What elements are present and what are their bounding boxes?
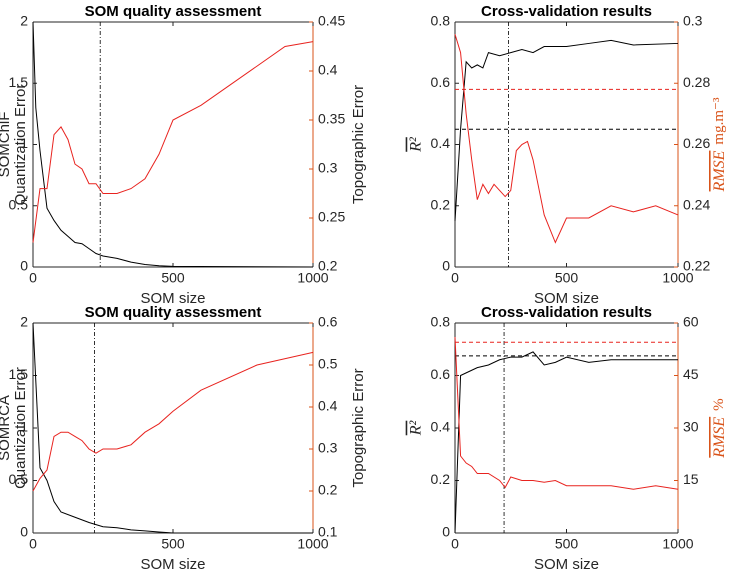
y2-tick-label: 45: [683, 366, 699, 382]
x-tick-label: 1000: [662, 536, 693, 552]
y-tick-label: 0.5: [9, 196, 29, 212]
y2-tick-label: 0.26: [683, 135, 710, 151]
y2-tick-label: 0.2: [318, 258, 338, 274]
y-tick-label: 0: [442, 258, 450, 274]
y2-axis-label: Topographic Error: [350, 85, 367, 204]
chart-title: Cross-validation results: [481, 3, 652, 20]
y-axis-label: R²: [408, 420, 425, 437]
y2-tick-label: 0.3: [318, 440, 338, 456]
y-tick-label: 0.6: [431, 74, 451, 90]
data-line: [454, 351, 678, 534]
y2-tick-label: 0.2: [318, 482, 338, 498]
y-tick-label: 0: [20, 524, 28, 540]
data-line: [32, 351, 314, 492]
y2-tick-label: 60: [683, 314, 699, 330]
y-tick-label: 0.4: [431, 419, 451, 435]
x-tick-label: 500: [555, 270, 579, 286]
y2-axis-label-unit: mg.m⁻³: [711, 97, 727, 145]
chart-title: SOM quality assessment: [85, 304, 262, 321]
x-tick-label: 1000: [297, 270, 328, 286]
y2-tick-label: 0.4: [318, 398, 338, 414]
x-axis-label: SOM size: [140, 556, 205, 573]
y2-axis-label-unit: %: [711, 398, 727, 411]
data-line: [32, 21, 314, 268]
y-tick-label: 1.5: [9, 74, 29, 90]
row-label: SOMRCA: [0, 395, 13, 461]
y-axis-label: Quantization Error: [12, 84, 29, 206]
x-tick-label: 0: [451, 536, 459, 552]
y2-tick-label: 0.3: [683, 13, 703, 29]
y2-axis-label: RMSE mg.m⁻³: [711, 97, 728, 192]
data-line: [454, 39, 679, 222]
y-tick-label: 1: [20, 419, 28, 435]
x-tick-label: 1000: [662, 270, 693, 286]
y2-tick-label: 0.35: [318, 111, 345, 127]
y2-tick-label: 15: [683, 471, 699, 487]
y2-axis-label: Topographic Error: [350, 368, 367, 487]
y-tick-label: 0.6: [431, 366, 451, 382]
y2-tick-label: 0.1: [318, 524, 338, 540]
x-axis-label: SOM size: [534, 290, 599, 307]
y-axis-label: R²: [408, 136, 425, 153]
y-tick-label: 0.8: [431, 314, 451, 330]
y2-tick-label: 0.45: [318, 13, 345, 29]
data-line: [454, 34, 679, 244]
y2-tick-label: 0.24: [683, 196, 710, 212]
x-axis-label: SOM size: [534, 556, 599, 573]
y2-tick-label: 0.22: [683, 258, 710, 274]
x-tick-label: 0: [29, 536, 37, 552]
y2-axis-label-name: RMSE: [711, 150, 728, 192]
data-line: [32, 41, 314, 243]
y-tick-label: 0.4: [431, 135, 451, 151]
y2-axis-label-name: RMSE: [711, 417, 728, 459]
data-line: [32, 322, 313, 534]
chart-title: SOM quality assessment: [85, 3, 262, 20]
row-label: SOMChlF: [0, 112, 13, 178]
y2-tick-label: 30: [683, 419, 699, 435]
y-tick-label: 1: [20, 135, 28, 151]
y-tick-label: 2: [20, 314, 28, 330]
y-tick-label: 0: [20, 258, 28, 274]
x-tick-label: 1000: [297, 536, 328, 552]
y2-tick-label: 0.4: [318, 62, 338, 78]
x-tick-label: 0: [29, 270, 37, 286]
y-tick-label: 0.2: [431, 471, 451, 487]
x-tick-label: 500: [555, 536, 579, 552]
y2-tick-label: 0.25: [318, 209, 345, 225]
y-tick-label: 0.5: [9, 471, 29, 487]
y-axis-label: Quantization Error: [12, 367, 29, 489]
chart-title: Cross-validation results: [481, 304, 652, 321]
x-tick-label: 0: [451, 270, 459, 286]
y2-tick-label: 0.3: [318, 160, 338, 176]
data-line: [454, 336, 679, 490]
y-tick-label: 2: [20, 13, 28, 29]
x-tick-label: 500: [161, 536, 185, 552]
y-tick-label: 0.2: [431, 196, 451, 212]
y2-tick-label: 0.6: [318, 314, 338, 330]
y-tick-label: 1.5: [9, 366, 29, 382]
y-tick-label: 0: [442, 524, 450, 540]
x-tick-label: 500: [161, 270, 185, 286]
y2-tick-label: 0.28: [683, 74, 710, 90]
y-tick-label: 0.8: [431, 13, 451, 29]
y2-tick-label: 0.5: [318, 356, 338, 372]
x-axis-label: SOM size: [140, 290, 205, 307]
y2-axis-label: RMSE%: [711, 398, 728, 458]
